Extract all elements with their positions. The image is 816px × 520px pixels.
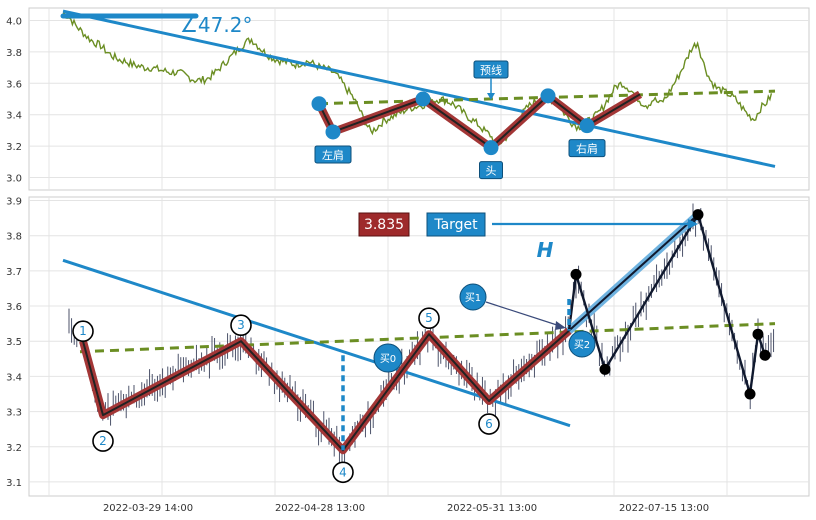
signal-pointer — [485, 301, 561, 327]
pattern-label: 头 — [486, 165, 497, 178]
pattern-label: 右肩 — [576, 142, 598, 156]
top-y-tick-label: 3.6 — [6, 79, 22, 90]
signal-marker — [373, 343, 403, 373]
top-grid — [29, 8, 809, 190]
pattern-point-label: 1 — [79, 324, 87, 338]
callout-arrow-head — [487, 93, 495, 100]
signal-label: 买0 — [380, 353, 396, 365]
projection-diagonal — [568, 213, 699, 332]
pattern-point — [415, 91, 431, 107]
height-label: H — [537, 238, 554, 262]
bottom-plot-content: 1 2 3 4 5 6 买0 买1 买2 — [62, 203, 776, 484]
bottom-x-tick-label: 2022-04-28 13:00 — [275, 503, 365, 514]
price-line — [62, 12, 773, 146]
bottom-panel: 3.1 3.2 3.3 3.4 3.5 3.6 3.7 3.8 3.9 2022-03-29 1… — [6, 196, 810, 514]
pattern-point-label: 3 — [237, 318, 245, 332]
projection-point — [599, 363, 611, 375]
pattern-point — [579, 118, 595, 134]
pattern-label-box — [314, 145, 352, 164]
bottom-y-tick-label: 3.6 — [6, 302, 22, 313]
bottom-y-axis: 3.1 3.2 3.3 3.4 3.5 3.6 3.7 3.8 3.9 — [6, 197, 22, 489]
bottom-x-axis: 2022-03-29 14:00 2022-04-28 13:00 2022-05-… — [103, 503, 709, 514]
price-label: 3.835 — [364, 217, 404, 233]
bottom-y-tick-label: 3.5 — [6, 337, 22, 348]
pattern-point-marker — [478, 413, 500, 435]
bottom-x-tick-label: 2022-05-31 13:00 — [447, 503, 537, 514]
projection-point — [752, 328, 764, 340]
signal-pointer-head — [555, 321, 566, 330]
pattern-point — [483, 140, 499, 156]
pattern-polyline-core — [82, 329, 570, 452]
pattern-label: 左肩 — [322, 148, 344, 162]
signal-marker — [568, 330, 596, 358]
top-plot-content: 左肩头 右肩 预线 — [60, 9, 776, 180]
pattern-point-label: 6 — [485, 417, 493, 431]
pattern-point-marker — [72, 320, 94, 343]
bottom-y-tick-label: 3.3 — [6, 408, 22, 419]
top-y-tick-label: 3.8 — [6, 48, 22, 59]
pattern-point-marker — [92, 430, 114, 452]
pattern-point — [311, 96, 327, 112]
projection-point — [744, 388, 756, 400]
top-y-tick-label: 3.4 — [6, 111, 22, 122]
descending-trend-line — [62, 9, 776, 168]
callout-label: 预线 — [480, 63, 502, 77]
bottom-y-tick-label: 3.9 — [6, 197, 22, 208]
signal-label: 买2 — [574, 339, 590, 351]
angle-label: ∠47.2° — [180, 13, 252, 37]
target-label: Target — [433, 217, 478, 233]
projection-point — [759, 349, 771, 361]
target-label-box — [426, 212, 486, 237]
pattern-point — [325, 124, 341, 140]
top-y-tick-label: 4.0 — [6, 17, 22, 28]
bottom-y-tick-label: 3.7 — [6, 267, 22, 278]
signal-marker — [459, 283, 487, 311]
pattern-point-label: 2 — [99, 434, 107, 448]
bottom-x-tick-label: 2022-03-29 14:00 — [103, 503, 193, 514]
top-y-tick-label: 3.0 — [6, 173, 22, 184]
projection-point — [570, 268, 582, 280]
pattern-point-marker — [230, 314, 252, 337]
signal-label: 买1 — [465, 292, 481, 304]
top-y-axis: 3.0 3.2 3.4 3.6 3.8 4.0 — [6, 17, 22, 185]
target-arrow-head — [688, 219, 698, 229]
pattern-point-marker — [418, 307, 440, 329]
pattern-point-marker — [332, 461, 354, 484]
bottom-y-tick-label: 3.1 — [6, 478, 22, 489]
bottom-x-tick-label: 2022-07-15 13:00 — [619, 503, 709, 514]
top-panel: 3.0 3.2 3.4 3.6 3.8 4.0 左肩头 右肩 预线 ∠47.2° — [6, 7, 810, 191]
projection-diagonal — [604, 214, 699, 370]
bottom-y-tick-label: 3.4 — [6, 372, 22, 383]
pattern-point-label: 5 — [425, 311, 433, 325]
bottom-y-tick-label: 3.2 — [6, 443, 22, 454]
pattern-label-box — [479, 161, 503, 180]
pattern-point-label: 4 — [339, 465, 347, 479]
projection-point — [692, 209, 704, 221]
pattern-label-box — [568, 139, 606, 158]
bottom-y-tick-label: 3.8 — [6, 232, 22, 243]
top-y-tick-label: 3.2 — [6, 142, 22, 153]
price-label-box — [358, 212, 410, 237]
pattern-point — [540, 88, 556, 104]
